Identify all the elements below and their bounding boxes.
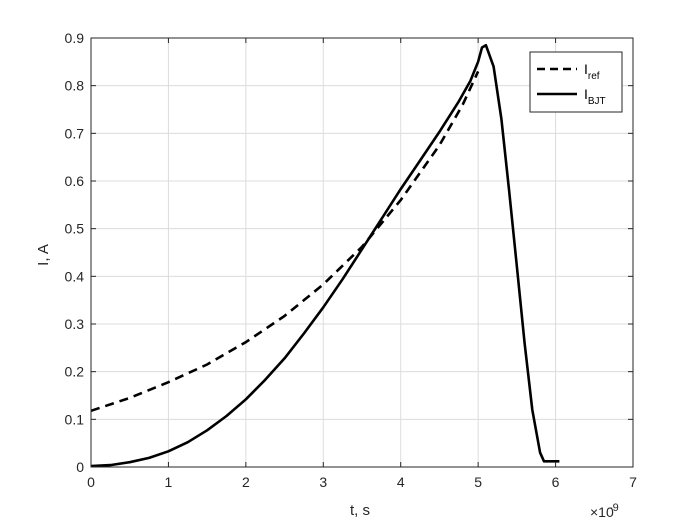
- x-tick-label: 3: [319, 474, 327, 490]
- x-exponent-power: -9: [609, 502, 619, 514]
- x-tick-label: 4: [397, 474, 405, 490]
- x-tick-label: 6: [552, 474, 560, 490]
- y-tick-label: 0.5: [65, 221, 85, 237]
- y-tick-label: 0.6: [65, 173, 85, 189]
- y-tick-label: 0.7: [65, 125, 85, 141]
- y-tick-label: 0.3: [65, 316, 85, 332]
- series-line-ibjt: [90, 43, 560, 468]
- y-tick-label: 0.9: [65, 30, 85, 46]
- x-exponent-base: ×10: [590, 504, 614, 520]
- grid: [91, 38, 633, 467]
- legend-box: [529, 51, 623, 113]
- x-axis-label: t, s: [350, 502, 370, 519]
- x-tick-label: 5: [474, 474, 482, 490]
- plot-frame: [90, 37, 634, 468]
- x-tick-label: 1: [165, 474, 173, 490]
- y-tick-label: 0.4: [65, 268, 85, 284]
- x-tick-label: 2: [242, 474, 250, 490]
- y-tick-label: 0: [76, 459, 84, 475]
- x-tick-label: 7: [629, 474, 637, 490]
- legend-label-bjt: IBJT: [584, 86, 606, 107]
- series-line-iref: [90, 70, 480, 413]
- y-tick-label: 0.2: [65, 364, 85, 380]
- x-tick-label: 0: [87, 474, 95, 490]
- legend-label-ref: Iref: [584, 61, 600, 82]
- y-tick-label: 0.1: [65, 411, 85, 427]
- legend: Iref IBJT: [529, 51, 623, 113]
- y-axis-label: I, A: [35, 244, 52, 266]
- y-tick-label: 0.8: [65, 78, 85, 94]
- x-exponent: ×10 -9: [590, 502, 619, 520]
- series-layer: [90, 43, 560, 468]
- ticks: 0 1 2 3 4 5 6 7 0 0.1 0.2 0.3 0.4 0.5 0.6 0.7 0.8 0.9: [65, 30, 638, 490]
